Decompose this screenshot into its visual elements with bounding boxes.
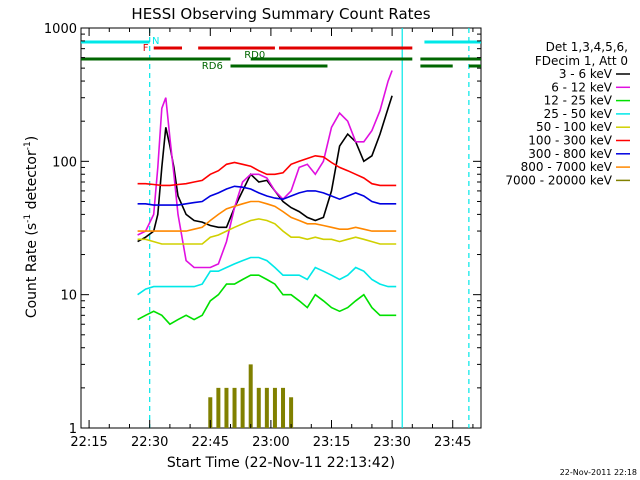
series-line (137, 154, 397, 187)
legend-header: FDecim 1, Att 0 (535, 54, 628, 68)
flag-bars: NF RD0 RD6 (81, 36, 481, 72)
y-axis-label-part: ) (24, 136, 40, 141)
flag-bar-label: N (152, 36, 159, 47)
legend-item-label: 300 - 800 keV (528, 147, 612, 161)
series-line (137, 185, 397, 206)
y-axis-label-sup: -1 (23, 141, 33, 150)
series-bar (248, 364, 253, 428)
series-bar (224, 387, 229, 428)
footer-timestamp: 22-Nov-2011 22:18 (560, 468, 637, 477)
x-tick-label: 22:45 (192, 435, 229, 450)
legend: Det 1,3,4,5,6, FDecim 1, Att 0 3 - 6 keV… (505, 40, 630, 187)
series-line (137, 274, 397, 326)
series-bar (264, 387, 269, 428)
series-bar (272, 387, 277, 428)
series-bar (281, 387, 286, 428)
x-tick-label: 23:15 (313, 435, 350, 450)
legend-item-label: 3 - 6 keV (559, 67, 613, 81)
y-axis-label: Count Rate (s-1 detector-1) (23, 136, 40, 318)
series-bar (208, 397, 213, 428)
x-tick-label: 22:30 (131, 435, 168, 450)
y-axis-label-sup: -1 (23, 214, 33, 223)
series-line (137, 70, 393, 269)
series-bar (256, 387, 261, 428)
y-tick-label: 1000 (44, 22, 77, 37)
flag-bar-label: RD6 (202, 61, 223, 72)
series-line (137, 256, 397, 296)
plot-area (80, 27, 482, 429)
x-tick-label: 23:45 (434, 435, 471, 450)
legend-item-label: 25 - 50 keV (544, 107, 613, 121)
legend-item-label: 100 - 300 keV (528, 134, 612, 148)
series-bar (232, 387, 237, 428)
legend-item-label: 50 - 100 keV (536, 120, 613, 134)
x-tick-label: 23:30 (373, 435, 410, 450)
legend-item-label: 800 - 7000 keV (521, 160, 613, 174)
series-bar (240, 387, 245, 428)
vertical-markers (149, 28, 470, 428)
y-axis-label-part: detector (24, 150, 40, 214)
flag-bar-label: RD0 (244, 50, 265, 61)
chart-title: HESSI Observing Summary Count Rates (131, 5, 430, 23)
series-lines (137, 70, 397, 428)
legend-item-label: 12 - 25 keV (544, 94, 613, 108)
x-tick-label: 23:00 (252, 435, 289, 450)
y-tick-label: 10 (60, 289, 77, 304)
series-bar (216, 387, 221, 428)
series-bar (289, 397, 294, 428)
plot-frame (80, 27, 482, 429)
series-line (137, 95, 393, 243)
x-tick-label: 22:15 (70, 435, 107, 450)
legend-item-label: 6 - 12 keV (551, 80, 613, 94)
y-axis-label-part: Count Rate (s (24, 223, 40, 318)
x-axis-label: Start Time (22-Nov-11 22:13:42) (167, 455, 395, 471)
flag-bar-label: F (143, 43, 149, 54)
legend-item-label: 7000 - 20000 keV (505, 173, 612, 187)
axes: 22:15 22:30 22:45 23:00 23:15 23:30 23:45 1 10 10… (44, 22, 481, 450)
y-tick-label: 1 (69, 422, 77, 437)
series-line (137, 200, 397, 232)
legend-header: Det 1,3,4,5,6, (546, 40, 628, 54)
y-tick-label: 100 (52, 155, 77, 170)
series-line (137, 218, 397, 245)
